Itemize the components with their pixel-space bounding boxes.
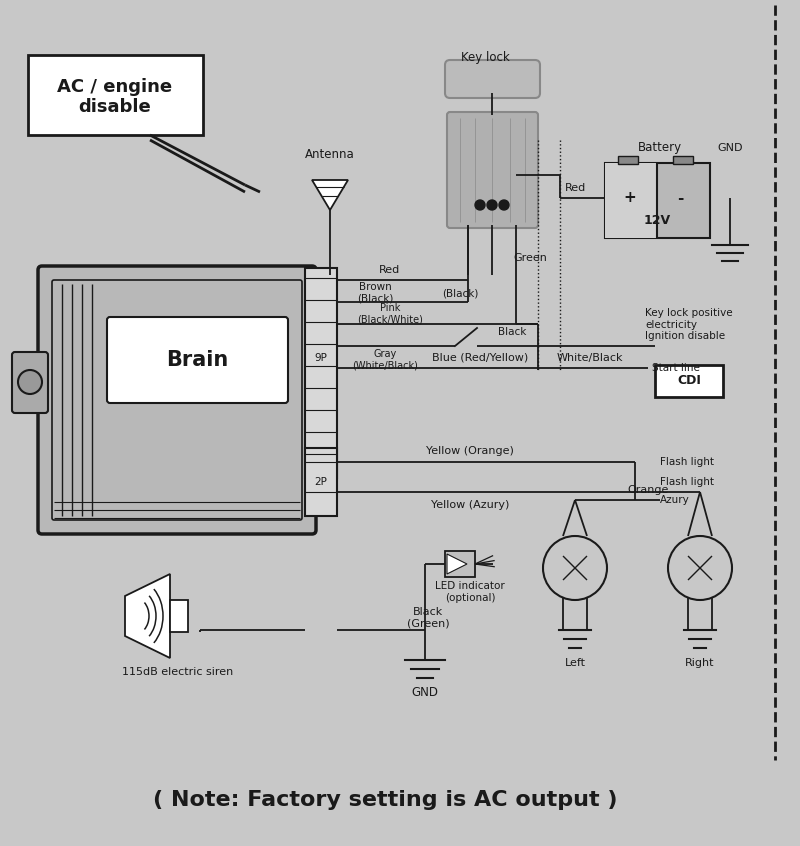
Text: GND: GND — [718, 143, 742, 153]
Bar — [305, 268, 337, 478]
Text: CDI: CDI — [677, 375, 701, 387]
Text: -: - — [677, 190, 683, 206]
Text: AC / engine
disable: AC / engine disable — [58, 78, 173, 117]
FancyBboxPatch shape — [107, 317, 288, 403]
FancyBboxPatch shape — [445, 60, 540, 98]
Text: Yellow (Orange): Yellow (Orange) — [426, 446, 514, 456]
Text: Pink
(Black/White): Pink (Black/White) — [357, 303, 423, 325]
Bar — [445, 551, 475, 577]
Bar — [305, 448, 337, 516]
Text: ( Note: Factory setting is AC output ): ( Note: Factory setting is AC output ) — [153, 790, 618, 810]
Text: 12V: 12V — [643, 213, 670, 227]
FancyBboxPatch shape — [12, 352, 48, 413]
FancyBboxPatch shape — [52, 280, 302, 520]
Text: Brain: Brain — [166, 350, 228, 370]
Bar — [655, 365, 723, 397]
Text: Yellow (Azury): Yellow (Azury) — [431, 500, 509, 510]
FancyBboxPatch shape — [38, 266, 316, 534]
Text: 2P: 2P — [314, 477, 327, 487]
Text: +: + — [624, 190, 636, 206]
Text: Brown
(Black): Brown (Black) — [357, 283, 393, 304]
Bar — [605, 163, 710, 238]
Bar — [605, 163, 657, 238]
Text: Red: Red — [379, 265, 401, 275]
Text: White/Black: White/Black — [557, 353, 623, 363]
Text: Green: Green — [513, 253, 547, 263]
Text: Azury: Azury — [660, 495, 690, 505]
Circle shape — [475, 200, 485, 210]
FancyBboxPatch shape — [28, 55, 203, 135]
Text: 115dB electric siren: 115dB electric siren — [122, 667, 234, 677]
FancyBboxPatch shape — [447, 112, 538, 228]
Text: Antenna: Antenna — [305, 149, 355, 162]
Text: GND: GND — [411, 685, 438, 699]
Text: Key lock positive
electricity
Ignition disable: Key lock positive electricity Ignition d… — [645, 308, 733, 341]
Text: Red: Red — [564, 183, 586, 193]
Circle shape — [499, 200, 509, 210]
Text: 9P: 9P — [314, 353, 327, 363]
Text: Left: Left — [565, 658, 586, 668]
Text: Flash light: Flash light — [660, 457, 714, 467]
Text: Black
(Green): Black (Green) — [406, 607, 450, 629]
Text: Black: Black — [498, 327, 526, 337]
Polygon shape — [447, 554, 467, 574]
Text: Gray
(White/Black): Gray (White/Black) — [352, 349, 418, 371]
Text: Orange: Orange — [627, 485, 669, 495]
Bar — [673, 156, 693, 164]
Text: Blue (Red/Yellow): Blue (Red/Yellow) — [432, 353, 528, 363]
Circle shape — [543, 536, 607, 600]
Text: Key lock: Key lock — [461, 52, 510, 64]
Text: (Black): (Black) — [442, 288, 478, 298]
Text: Right: Right — [686, 658, 714, 668]
Polygon shape — [125, 574, 170, 658]
Bar — [170, 600, 188, 632]
Circle shape — [487, 200, 497, 210]
Text: Battery: Battery — [638, 141, 682, 155]
Text: Flash light: Flash light — [660, 477, 714, 487]
Circle shape — [18, 370, 42, 394]
Circle shape — [668, 536, 732, 600]
Text: LED indicator
(optional): LED indicator (optional) — [435, 581, 505, 603]
Polygon shape — [312, 180, 348, 210]
Bar — [618, 156, 638, 164]
Text: Start line: Start line — [652, 363, 700, 373]
